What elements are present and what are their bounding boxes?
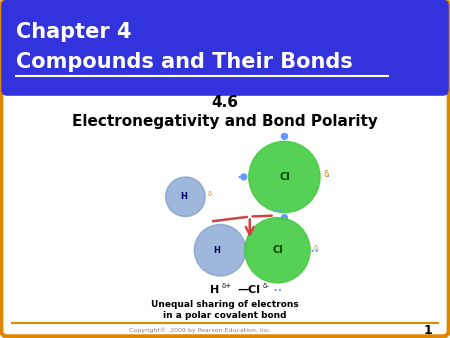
Text: Copyright©  2009 by Pearson Education, Inc.: Copyright© 2009 by Pearson Education, In…	[129, 328, 271, 333]
Circle shape	[166, 177, 205, 217]
Circle shape	[194, 224, 246, 276]
Text: ∙∙: ∙∙	[237, 172, 247, 182]
Text: δ: δ	[208, 191, 212, 197]
Text: δ: δ	[324, 170, 328, 179]
FancyBboxPatch shape	[1, 0, 449, 96]
Text: ∙∙: ∙∙	[272, 285, 283, 294]
Circle shape	[245, 218, 310, 283]
Text: ∙∙: ∙∙	[272, 206, 283, 215]
Text: in a polar covalent bond: in a polar covalent bond	[163, 311, 287, 320]
Text: δ: δ	[314, 245, 318, 251]
Circle shape	[281, 134, 288, 139]
Text: δ-: δ-	[263, 283, 270, 289]
Text: —Cl: —Cl	[237, 285, 260, 295]
Text: ·: ·	[326, 170, 330, 184]
Text: δ+: δ+	[222, 283, 232, 289]
Text: ∙∙: ∙∙	[279, 215, 290, 224]
Text: Cl: Cl	[279, 172, 290, 182]
Text: 1: 1	[423, 324, 432, 337]
Text: ∙∙: ∙∙	[279, 130, 290, 139]
Text: H: H	[211, 285, 220, 295]
Text: ∙∙: ∙∙	[310, 246, 320, 255]
Text: 4.6: 4.6	[212, 95, 239, 110]
Text: Electronegativity and Bond Polarity: Electronegativity and Bond Polarity	[72, 114, 378, 129]
Text: H: H	[214, 246, 220, 255]
Circle shape	[281, 215, 288, 220]
Text: Chapter 4: Chapter 4	[16, 22, 132, 43]
Circle shape	[249, 141, 320, 213]
Text: Unequal sharing of electrons: Unequal sharing of electrons	[151, 300, 299, 309]
Text: δ: δ	[246, 244, 250, 250]
Text: Compounds and Their Bonds: Compounds and Their Bonds	[16, 52, 353, 72]
Text: H: H	[180, 192, 187, 201]
Text: Cl: Cl	[272, 245, 283, 255]
Circle shape	[241, 174, 247, 180]
Bar	[7, 50, 443, 90]
